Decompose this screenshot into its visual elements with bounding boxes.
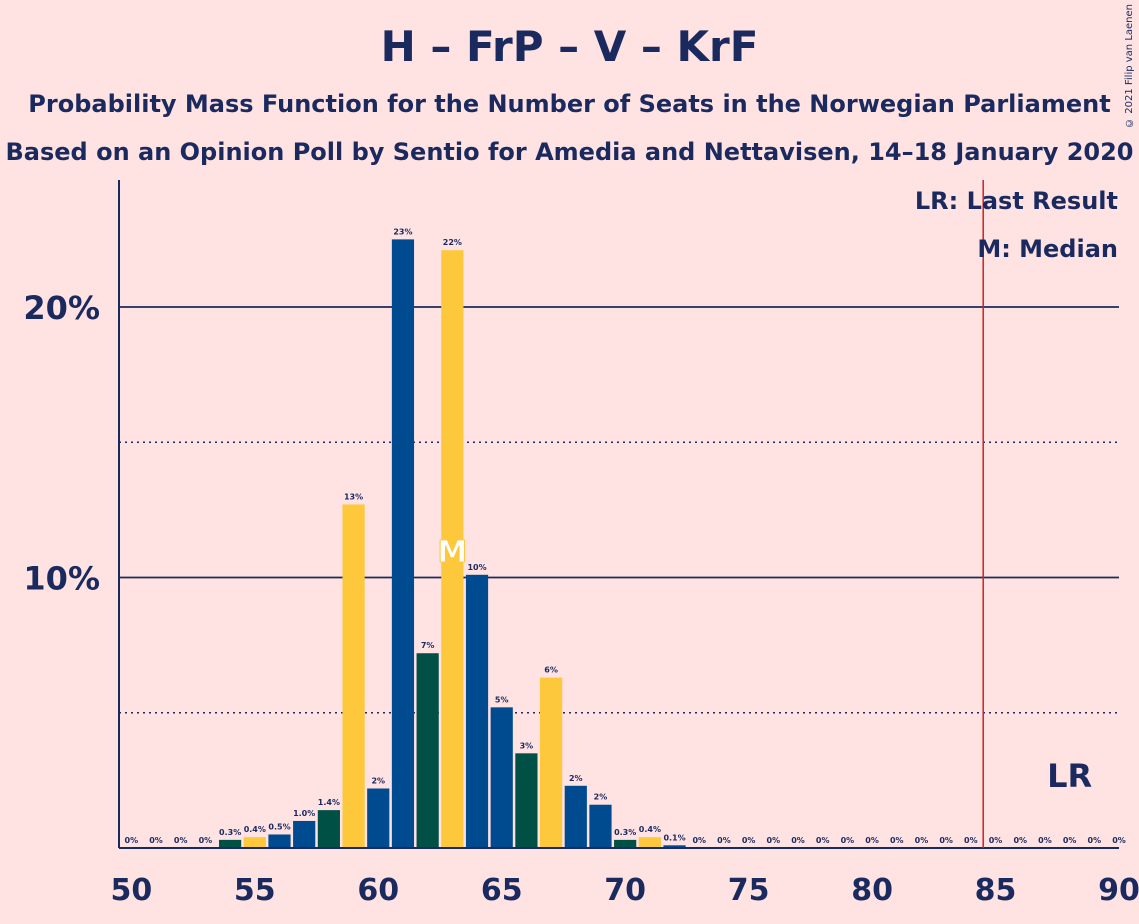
bar-seat-63 <box>441 250 464 848</box>
bar-label-seat-89: 0% <box>1088 836 1102 845</box>
legend-median: M: Median <box>977 235 1118 263</box>
chart-subtitle: Probability Mass Function for the Number… <box>28 90 1111 118</box>
bar-label-seat-86: 0% <box>1013 836 1027 845</box>
bar-seat-60 <box>367 788 390 848</box>
chart-title: H – FrP – V – KrF <box>380 22 759 71</box>
bar-label-seat-73: 0% <box>692 836 706 845</box>
bar-label-seat-63: 22% <box>443 238 462 247</box>
bar-label-seat-55: 0.4% <box>244 825 266 834</box>
bar-label-seat-54: 0.3% <box>219 828 241 837</box>
bar-label-seat-70: 0.3% <box>614 828 636 837</box>
bar-seat-55 <box>243 837 266 848</box>
x-tick-label: 80 <box>851 873 893 908</box>
bar-label-seat-76: 0% <box>767 836 781 845</box>
bar-label-seat-56: 0.5% <box>268 822 290 831</box>
bar-label-seat-81: 0% <box>890 836 904 845</box>
bar-seat-69 <box>589 804 612 848</box>
bar-label-seat-71: 0.4% <box>639 825 661 834</box>
bar-label-seat-87: 0% <box>1038 836 1052 845</box>
x-tick-label: 85 <box>975 873 1017 908</box>
x-tick-label: 65 <box>481 873 523 908</box>
bar-label-seat-60: 2% <box>371 776 385 785</box>
bar-seat-72 <box>663 845 686 848</box>
bar-label-seat-59: 13% <box>344 492 363 501</box>
x-tick-label: 75 <box>728 873 770 908</box>
bar-label-seat-82: 0% <box>915 836 929 845</box>
bar-label-seat-74: 0% <box>717 836 731 845</box>
bar-label-seat-69: 2% <box>594 793 608 802</box>
x-tick-label: 70 <box>604 873 646 908</box>
bar-seat-66 <box>515 753 538 848</box>
last-result-marker: LR <box>1047 757 1092 795</box>
bar-label-seat-80: 0% <box>865 836 879 845</box>
bar-label-seat-75: 0% <box>742 836 756 845</box>
x-tick-label: 90 <box>1098 873 1139 908</box>
bar-seat-59 <box>342 504 365 848</box>
x-tick-label: 60 <box>357 873 399 908</box>
bar-label-seat-72: 0.1% <box>663 833 685 842</box>
bar-label-seat-50: 0% <box>125 836 139 845</box>
bar-seat-61 <box>391 239 415 848</box>
axes: 50 55 60 65 70 75 80 85 90 10% 20% <box>23 180 1139 908</box>
y-tick-label: 20% <box>23 289 100 327</box>
bar-seat-64 <box>465 574 489 848</box>
x-tick-label: 50 <box>110 873 152 908</box>
bar-seat-62 <box>416 653 439 848</box>
bar-label-seat-52: 0% <box>174 836 188 845</box>
bar-label-seat-53: 0% <box>199 836 213 845</box>
bar-label-seat-88: 0% <box>1063 836 1077 845</box>
y-tick-label: 10% <box>23 560 100 598</box>
bar-seat-67 <box>540 677 563 848</box>
bar-seat-56 <box>268 834 291 848</box>
bar-label-seat-66: 3% <box>520 741 534 750</box>
x-tick-label: 55 <box>234 873 276 908</box>
bar-seat-68 <box>564 785 587 848</box>
bar-label-seat-68: 2% <box>569 774 583 783</box>
bar-label-seat-85: 0% <box>989 836 1003 845</box>
markers: LR M <box>437 180 1092 848</box>
legend-last-result: LR: Last Result <box>915 187 1118 215</box>
median-marker: M <box>437 535 467 570</box>
bar-seat-70 <box>614 839 637 848</box>
bar-label-seat-57: 1.0% <box>293 809 315 818</box>
bar-label-seat-58: 1.4% <box>318 798 340 807</box>
bar-label-seat-79: 0% <box>841 836 855 845</box>
bar-seat-57 <box>293 820 316 848</box>
bar-label-seat-67: 6% <box>544 666 558 675</box>
bar-label-seat-64: 10% <box>467 563 486 572</box>
bar-labels: 0% 0% 0% 0%0.3% 0.4% 0.5%1.0%1.4%13%2%23%7%22… <box>125 227 1126 845</box>
bar-label-seat-62: 7% <box>421 641 435 650</box>
bar-seat-65 <box>490 707 513 848</box>
bars <box>219 239 686 848</box>
bar-seat-54 <box>219 839 242 848</box>
bar-seat-58 <box>317 810 340 848</box>
chart-subtitle-source: Based on an Opinion Poll by Sentio for A… <box>5 138 1134 166</box>
grid-lines <box>119 306 1119 714</box>
bar-label-seat-65: 5% <box>495 695 509 704</box>
bar-label-seat-78: 0% <box>816 836 830 845</box>
bar-label-seat-61: 23% <box>393 227 412 236</box>
bar-label-seat-83: 0% <box>939 836 953 845</box>
bar-seat-71 <box>638 837 661 848</box>
bar-label-seat-90: 0% <box>1112 836 1126 845</box>
bar-label-seat-84: 0% <box>964 836 978 845</box>
bar-label-seat-51: 0% <box>149 836 163 845</box>
bar-label-seat-77: 0% <box>791 836 805 845</box>
